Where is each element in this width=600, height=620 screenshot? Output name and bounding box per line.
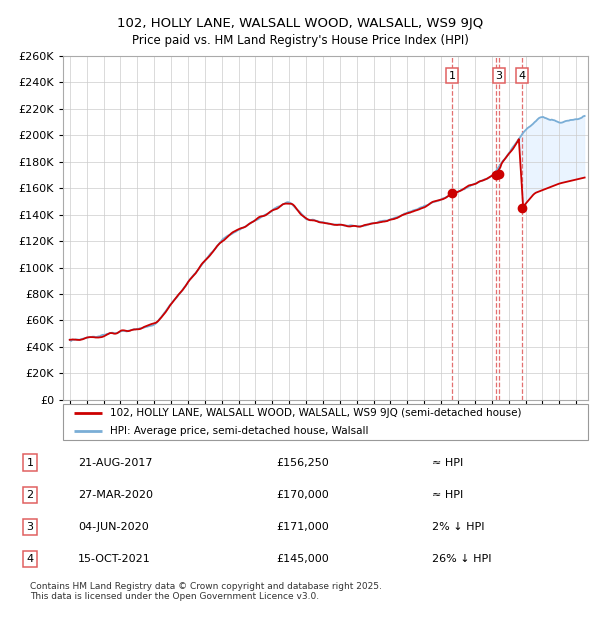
Text: 4: 4 bbox=[518, 71, 526, 81]
Text: 2: 2 bbox=[26, 490, 34, 500]
Text: 102, HOLLY LANE, WALSALL WOOD, WALSALL, WS9 9JQ (semi-detached house): 102, HOLLY LANE, WALSALL WOOD, WALSALL, … bbox=[110, 408, 522, 419]
Text: £156,250: £156,250 bbox=[276, 458, 329, 467]
Text: 3: 3 bbox=[496, 71, 502, 81]
Text: 3: 3 bbox=[26, 522, 34, 532]
Text: 04-JUN-2020: 04-JUN-2020 bbox=[78, 522, 149, 532]
Text: 21-AUG-2017: 21-AUG-2017 bbox=[78, 458, 152, 467]
Text: HPI: Average price, semi-detached house, Walsall: HPI: Average price, semi-detached house,… bbox=[110, 426, 369, 436]
Text: £170,000: £170,000 bbox=[276, 490, 329, 500]
FancyBboxPatch shape bbox=[63, 404, 588, 440]
Text: ≈ HPI: ≈ HPI bbox=[432, 490, 463, 500]
Text: Contains HM Land Registry data © Crown copyright and database right 2025.
This d: Contains HM Land Registry data © Crown c… bbox=[30, 582, 382, 601]
Text: ≈ HPI: ≈ HPI bbox=[432, 458, 463, 467]
Text: 26% ↓ HPI: 26% ↓ HPI bbox=[432, 554, 491, 564]
Text: £145,000: £145,000 bbox=[276, 554, 329, 564]
Text: 1: 1 bbox=[26, 458, 34, 467]
Text: 2% ↓ HPI: 2% ↓ HPI bbox=[432, 522, 485, 532]
Text: £171,000: £171,000 bbox=[276, 522, 329, 532]
Text: 4: 4 bbox=[26, 554, 34, 564]
Text: Price paid vs. HM Land Registry's House Price Index (HPI): Price paid vs. HM Land Registry's House … bbox=[131, 34, 469, 47]
Text: 15-OCT-2021: 15-OCT-2021 bbox=[78, 554, 151, 564]
Text: 27-MAR-2020: 27-MAR-2020 bbox=[78, 490, 153, 500]
Text: 102, HOLLY LANE, WALSALL WOOD, WALSALL, WS9 9JQ: 102, HOLLY LANE, WALSALL WOOD, WALSALL, … bbox=[117, 17, 483, 30]
Text: 1: 1 bbox=[448, 71, 455, 81]
